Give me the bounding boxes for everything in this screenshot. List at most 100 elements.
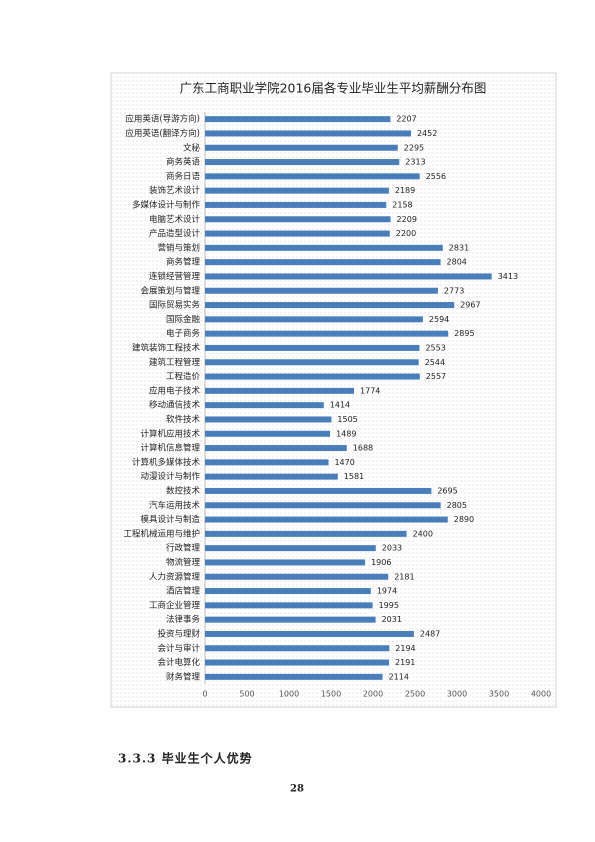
value-label: 2189 xyxy=(395,186,415,195)
bar xyxy=(205,416,332,423)
category-label: 多媒体设计与制作 xyxy=(132,199,201,210)
category-label: 会计电算化 xyxy=(157,657,200,668)
bar xyxy=(205,173,420,180)
category-label: 软件技术 xyxy=(166,414,201,425)
value-label: 2031 xyxy=(382,615,402,624)
value-label: 2191 xyxy=(395,658,415,667)
bar xyxy=(205,287,438,294)
category-label: 移动通信技术 xyxy=(149,400,201,411)
category-label: 法律事务 xyxy=(166,614,201,625)
value-label: 1505 xyxy=(337,415,357,424)
category-label: 数控技术 xyxy=(166,485,201,496)
category-label: 产品造型设计 xyxy=(149,228,201,239)
category-label: 汽车运用技术 xyxy=(149,500,201,511)
bar xyxy=(205,316,423,323)
bar xyxy=(205,230,390,237)
value-label: 1774 xyxy=(360,386,380,395)
bar xyxy=(205,244,443,251)
category-label: 计算机信息管理 xyxy=(140,443,200,454)
value-label: 3413 xyxy=(498,272,518,281)
bar xyxy=(205,530,407,537)
bar xyxy=(205,402,324,409)
value-label: 2967 xyxy=(460,301,480,310)
category-label: 电脑艺术设计 xyxy=(149,214,201,225)
category-label: 会展策划与管理 xyxy=(140,285,200,296)
value-label: 2200 xyxy=(396,229,416,238)
bar xyxy=(205,273,492,280)
value-label: 2295 xyxy=(404,143,424,152)
plot: 0 500 1000 1500 2000 2500 3000 3500 4000 应用英语(导游方… xyxy=(123,112,551,699)
value-label: 1995 xyxy=(379,601,399,610)
category-label: 建筑装饰工程技术 xyxy=(132,342,201,353)
bar xyxy=(205,373,420,380)
bar xyxy=(205,330,449,337)
bar xyxy=(205,559,366,566)
category-label: 商务日语 xyxy=(166,171,201,182)
x-tick-label: 4000 xyxy=(531,690,551,699)
category-label: 应用英语(翻译方向) xyxy=(125,128,200,139)
bar xyxy=(205,144,398,151)
x-tick-label: 500 xyxy=(239,690,254,699)
value-label: 2553 xyxy=(425,343,445,352)
x-tick-label: 3000 xyxy=(447,690,467,699)
value-label: 2895 xyxy=(454,329,474,338)
value-label: 2594 xyxy=(429,315,449,324)
x-tick-label: 1500 xyxy=(321,690,341,699)
bar xyxy=(205,487,432,494)
bar xyxy=(205,616,376,623)
bar xyxy=(205,602,373,609)
value-label: 2695 xyxy=(437,486,457,495)
value-label: 2313 xyxy=(405,158,425,167)
category-label: 模具设计与制造 xyxy=(140,514,200,525)
x-tick-label: 2000 xyxy=(363,690,383,699)
value-label: 2181 xyxy=(394,572,414,581)
value-label: 1688 xyxy=(353,444,373,453)
category-label: 电子商务 xyxy=(166,328,201,339)
bar xyxy=(205,116,391,123)
bar xyxy=(205,473,338,480)
bar xyxy=(205,516,448,523)
category-label: 应用电子技术 xyxy=(149,385,201,396)
value-label: 2831 xyxy=(449,243,469,252)
category-label: 工程机械运用与维护 xyxy=(123,528,200,539)
value-label: 2544 xyxy=(425,358,445,367)
category-label: 行政管理 xyxy=(166,543,201,554)
category-label: 商务英语 xyxy=(166,157,201,168)
value-label: 2487 xyxy=(420,629,440,638)
category-label: 计算机多媒体技术 xyxy=(132,457,201,468)
category-label: 文秘 xyxy=(183,142,201,153)
bar xyxy=(205,430,331,437)
category-label: 酒店管理 xyxy=(166,586,201,597)
value-label: 2556 xyxy=(426,172,446,181)
bar xyxy=(205,573,389,580)
bar xyxy=(205,159,400,166)
bar xyxy=(205,588,371,595)
value-label: 1906 xyxy=(371,558,391,567)
category-label: 商务管理 xyxy=(166,257,201,268)
value-label: 1470 xyxy=(334,458,354,467)
bar xyxy=(205,130,411,137)
value-label: 2805 xyxy=(447,501,467,510)
category-label: 物流管理 xyxy=(166,557,201,568)
value-label: 1489 xyxy=(336,429,356,438)
value-label: 2033 xyxy=(382,544,402,553)
value-label: 2194 xyxy=(395,644,415,653)
bar xyxy=(205,216,391,223)
bar xyxy=(205,545,376,552)
section-heading: 3.3.3 毕业生个人优势 xyxy=(118,751,253,766)
category-label: 国际金融 xyxy=(166,314,201,325)
bar xyxy=(205,387,355,394)
bar xyxy=(205,344,420,351)
value-label: 1974 xyxy=(377,587,397,596)
value-label: 2452 xyxy=(417,129,437,138)
category-label: 投资与理财 xyxy=(157,628,200,639)
x-tick-label: 0 xyxy=(202,690,207,699)
bar xyxy=(205,201,387,208)
category-label: 工商企业管理 xyxy=(149,600,201,611)
bar xyxy=(205,445,347,452)
value-label: 2158 xyxy=(392,200,412,209)
bar xyxy=(205,645,390,652)
category-label: 人力资源管理 xyxy=(149,571,201,582)
value-label: 1414 xyxy=(330,401,350,410)
